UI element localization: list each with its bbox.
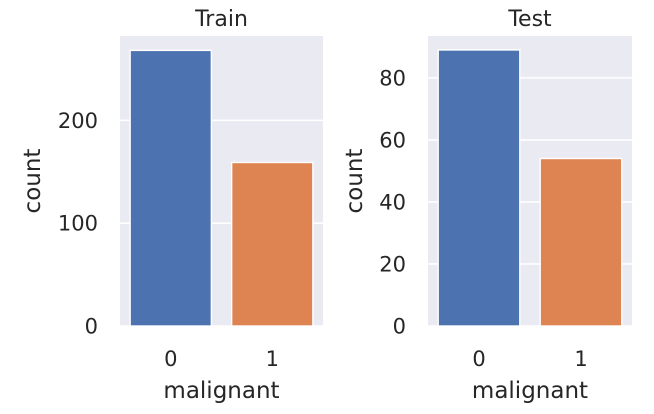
train-y-tick-label: 0 — [85, 315, 98, 339]
train-y-tick-label: 200 — [58, 109, 98, 133]
test-y-tick-label: 0 — [393, 315, 406, 339]
train-x-tick-label: 0 — [164, 347, 177, 371]
test-bar-1 — [539, 157, 623, 327]
train-x-axis-label: malignant — [163, 378, 279, 404]
test-x-axis-label: malignant — [472, 378, 588, 404]
test-y-axis-label: count — [342, 149, 368, 214]
train-y-axis-label: count — [20, 149, 46, 214]
test-bars — [437, 49, 623, 327]
train-y-tick-label: 100 — [58, 212, 98, 236]
train-bar-1 — [230, 161, 314, 327]
test-bar-0 — [437, 49, 521, 327]
test-y-tick-label: 60 — [379, 128, 406, 152]
train-x-tick-label: 1 — [266, 347, 279, 371]
test-x-tick-label: 1 — [574, 347, 587, 371]
test-x-tick-label: 0 — [472, 347, 485, 371]
test-y-tick-label: 40 — [379, 190, 406, 214]
test-y-ticks: 0 20 40 60 80 — [379, 66, 406, 338]
test-y-tick-label: 80 — [379, 66, 406, 90]
train-bars — [129, 49, 314, 327]
test-chart-title: Test — [507, 7, 552, 32]
train-chart-title: Train — [194, 7, 248, 32]
train-bar-0 — [129, 49, 213, 327]
test-y-tick-label: 20 — [379, 252, 406, 276]
train-y-ticks: 0 100 200 — [58, 109, 98, 339]
